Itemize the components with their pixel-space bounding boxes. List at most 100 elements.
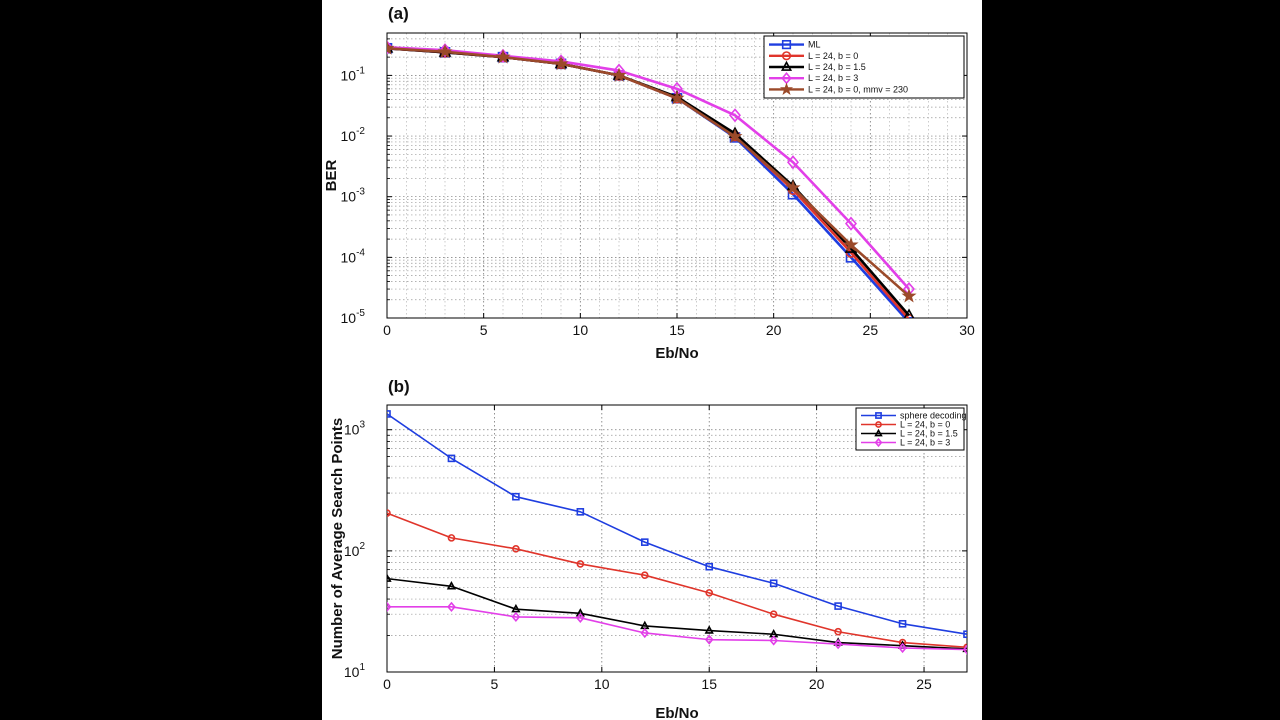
x-tick-label: 30 [959,322,975,338]
data-point [387,509,391,517]
x-tick-label: 5 [480,322,488,338]
y-tick-label: 10-3 [341,187,366,205]
data-point [387,601,392,612]
series-line [387,46,910,298]
data-point [512,492,520,501]
x-tick-label: 10 [573,322,589,338]
y-tick-label: 10-5 [341,308,366,326]
data-point [553,55,569,71]
series-line [387,512,967,649]
data-point [769,635,779,646]
data-point [903,316,915,318]
legend-marker [875,412,882,419]
data-point [843,237,859,252]
figure-panel: 0 5 10 15 20 25 30 10-5 10-4 10-3 10-2 10-1 (a) Eb/No… [322,0,982,720]
series-group [387,40,917,318]
data-point [512,544,520,553]
x-tick-label: 20 [809,676,825,692]
data-point [640,627,650,639]
series-line [387,413,967,636]
data-point [903,308,915,318]
legend-marker [874,437,883,448]
data-point [437,43,453,59]
x-tick-label: 0 [383,676,391,692]
data-point [845,216,857,231]
data-point [769,610,778,619]
legend-label: L = 24, b = 3 [900,438,950,448]
data-point [497,48,509,63]
data-point [705,562,714,571]
data-point [834,627,842,636]
y-axis-label: Number of Average Search Points [329,418,346,659]
legend-marker [779,82,794,95]
legend-label: L = 24, b = 1.5 [808,62,866,72]
legend-label: L = 24, b = 1.5 [900,429,958,439]
data-point [963,643,967,652]
data-point [611,67,627,82]
data-point [447,534,456,542]
grid [387,405,967,672]
legend-label: L = 24, b = 0 [900,420,950,430]
data-point [834,602,842,610]
data-point [727,128,743,144]
y-tick-label: 102 [344,541,366,559]
legend-marker [781,51,792,61]
x-tick-label: 5 [491,676,499,692]
data-point [387,573,392,582]
data-point [705,589,714,597]
x-tick-label: 25 [863,322,879,338]
data-point [669,90,685,105]
data-point [576,560,585,568]
legend-label: L = 24, b = 0 [808,51,858,61]
data-point [833,638,843,650]
legend: MLL = 24, b = 0L = 24, b = 1.5 L = 24, b … [763,35,965,99]
data-point [387,40,395,55]
data-point [511,611,521,623]
y-tick-label: 101 [344,662,366,680]
panel-label: (b) [388,377,410,396]
data-point [575,612,585,623]
data-point [962,644,967,655]
y-tick-label: 10-4 [341,247,366,265]
data-point [439,43,451,58]
figure-svg: 0 5 10 15 20 25 3010-510-410-310-210-1(a)Eb/No… [323,4,975,720]
x-axis-label: Eb/No [655,705,698,720]
data-point [387,40,393,55]
series-line [387,606,967,651]
data-point [576,508,585,516]
data-point [555,54,567,69]
y-axis-label: BER [323,159,340,191]
legend-label: L = 24, b = 0, mmv = 230 [808,84,908,94]
legend-label: ML [808,40,821,50]
data-point [785,179,801,195]
data-point [963,630,967,639]
chart-b: 0 5 10 15 20 25 101 102 103 (b) Eb/No Number of Ave… [329,377,968,720]
data-point [898,642,907,654]
y-tick-label: 10-2 [341,126,366,144]
data-point [447,454,456,463]
series-group [387,410,967,655]
x-tick-label: 0 [383,322,391,338]
series-line [387,46,910,290]
data-point [769,579,778,588]
data-point [898,619,907,628]
x-axis-label: Eb/No [655,345,698,362]
data-point [446,581,457,590]
x-tick-label: 15 [701,676,717,692]
data-point [704,625,714,634]
axes-frame [386,404,968,673]
legend-marker [874,428,883,437]
x-tick-label: 15 [669,322,685,338]
series-line [387,577,967,650]
chart-a: 0 5 10 15 20 25 30 10-5 10-4 10-3 10-2 10-1 (a) Eb/No… [323,4,975,362]
y-tick-label: 10-1 [341,65,366,83]
panel-label: (a) [388,4,409,23]
x-tick-label: 20 [766,322,782,338]
legend-marker [875,421,882,428]
data-point [575,608,585,617]
x-tick-label: 10 [594,676,610,692]
data-point [901,288,917,303]
legend-label: sphere decoding [900,411,967,421]
